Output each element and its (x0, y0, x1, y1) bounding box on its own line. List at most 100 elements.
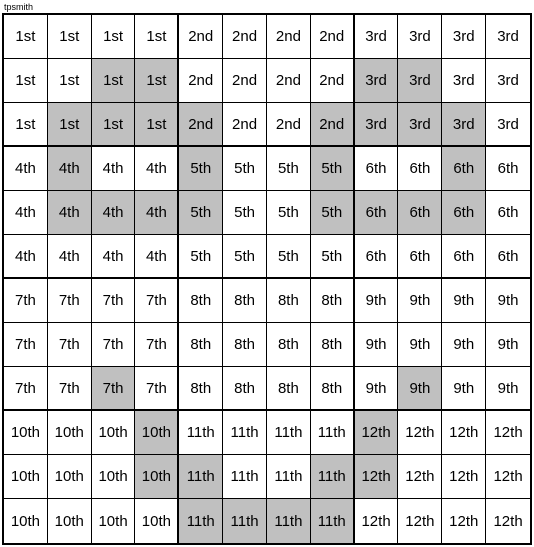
grid-cell: 9th (355, 279, 399, 323)
grid-cell: 5th (311, 147, 355, 191)
grid-cell: 4th (48, 191, 92, 235)
grid-cell: 12th (442, 499, 486, 543)
grid-cell: 2nd (267, 103, 311, 147)
grid-cell: 10th (92, 499, 136, 543)
grid-cell: 11th (223, 455, 267, 499)
grid-cell: 1st (4, 103, 48, 147)
grid-cell: 7th (48, 323, 92, 367)
grid-cell: 9th (398, 367, 442, 411)
grid-cell: 2nd (267, 15, 311, 59)
grid-cell: 9th (442, 323, 486, 367)
grid-cell: 6th (486, 235, 530, 279)
grid-cell: 7th (48, 279, 92, 323)
grid-cell: 12th (398, 455, 442, 499)
grid-cell: 10th (48, 455, 92, 499)
grid-cell: 7th (4, 323, 48, 367)
grid-cell: 7th (48, 367, 92, 411)
grid-cell: 8th (311, 279, 355, 323)
grid-cell: 3rd (398, 103, 442, 147)
grid-cell: 2nd (179, 59, 223, 103)
grid-cell: 1st (92, 103, 136, 147)
grid-cell: 6th (398, 191, 442, 235)
grid-cell: 11th (179, 411, 223, 455)
grid-cell: 5th (311, 191, 355, 235)
grid-cell: 12th (355, 455, 399, 499)
grid-cell: 9th (355, 367, 399, 411)
grid-cell: 2nd (267, 59, 311, 103)
grid-cell: 9th (486, 279, 530, 323)
grid-cell: 6th (442, 235, 486, 279)
grid-cell: 1st (135, 15, 179, 59)
grid-cell: 10th (48, 499, 92, 543)
grid-cell: 1st (48, 15, 92, 59)
grid-cell: 1st (135, 103, 179, 147)
grid-cell: 11th (179, 455, 223, 499)
grid-cell: 7th (135, 279, 179, 323)
grid-cell: 1st (48, 59, 92, 103)
grid-cell: 4th (4, 235, 48, 279)
grid-cell: 4th (48, 235, 92, 279)
grid-cell: 2nd (311, 103, 355, 147)
grid-cell: 2nd (179, 15, 223, 59)
grid-cell: 6th (398, 235, 442, 279)
grid-cell: 11th (223, 411, 267, 455)
grid-cell: 5th (223, 191, 267, 235)
grid-cell: 5th (311, 235, 355, 279)
grid-cell: 12th (486, 411, 530, 455)
grid-cell: 9th (398, 279, 442, 323)
grid-cell: 5th (179, 191, 223, 235)
grid-cell: 6th (355, 235, 399, 279)
grid-cell: 7th (4, 279, 48, 323)
grid-cell: 3rd (398, 15, 442, 59)
grid-cell: 9th (486, 367, 530, 411)
grid-cell: 3rd (442, 59, 486, 103)
grid-cell: 12th (486, 499, 530, 543)
grid-cell: 5th (267, 191, 311, 235)
grid-cell: 6th (486, 147, 530, 191)
grid-cell: 3rd (486, 59, 530, 103)
grid-cell: 8th (223, 323, 267, 367)
grid-cell: 1st (48, 103, 92, 147)
grid-cell: 6th (398, 147, 442, 191)
grid-cell: 9th (355, 323, 399, 367)
grid-cell: 1st (92, 59, 136, 103)
grid-cell: 7th (92, 367, 136, 411)
grid-cell: 8th (311, 323, 355, 367)
grid-cell: 7th (135, 367, 179, 411)
grid-cell: 2nd (223, 15, 267, 59)
grid-cell: 6th (442, 191, 486, 235)
grid-cell: 7th (4, 367, 48, 411)
puzzle-grid: 1st1st1st1st2nd2nd2nd2nd3rd3rd3rd3rd1st1… (2, 13, 532, 545)
grid-cell: 6th (355, 147, 399, 191)
grid-cell: 10th (48, 411, 92, 455)
grid-cell: 8th (267, 367, 311, 411)
grid-cell: 1st (135, 59, 179, 103)
grid-cell: 8th (223, 367, 267, 411)
grid-cell: 1st (4, 15, 48, 59)
grid-cell: 5th (179, 147, 223, 191)
grid-cell: 4th (135, 191, 179, 235)
grid-cell: 2nd (311, 59, 355, 103)
grid-cell: 10th (135, 411, 179, 455)
grid-cell: 11th (223, 499, 267, 543)
grid-cell: 10th (92, 411, 136, 455)
grid-cell: 10th (135, 455, 179, 499)
grid-cell: 3rd (486, 103, 530, 147)
grid-cell: 10th (4, 499, 48, 543)
grid-cell: 8th (267, 323, 311, 367)
grid-cell: 4th (4, 191, 48, 235)
grid-cell: 8th (311, 367, 355, 411)
grid-cell: 12th (486, 455, 530, 499)
grid-cell: 5th (179, 235, 223, 279)
grid-cell: 10th (92, 455, 136, 499)
signature: tpsmith (4, 2, 532, 12)
grid-cell: 3rd (355, 103, 399, 147)
grid-cell: 1st (4, 59, 48, 103)
grid-cell: 9th (442, 279, 486, 323)
grid-cell: 8th (179, 323, 223, 367)
grid-cell: 6th (355, 191, 399, 235)
grid-cell: 11th (267, 455, 311, 499)
grid-cell: 12th (355, 411, 399, 455)
grid-cell: 6th (486, 191, 530, 235)
grid-cell: 12th (355, 499, 399, 543)
